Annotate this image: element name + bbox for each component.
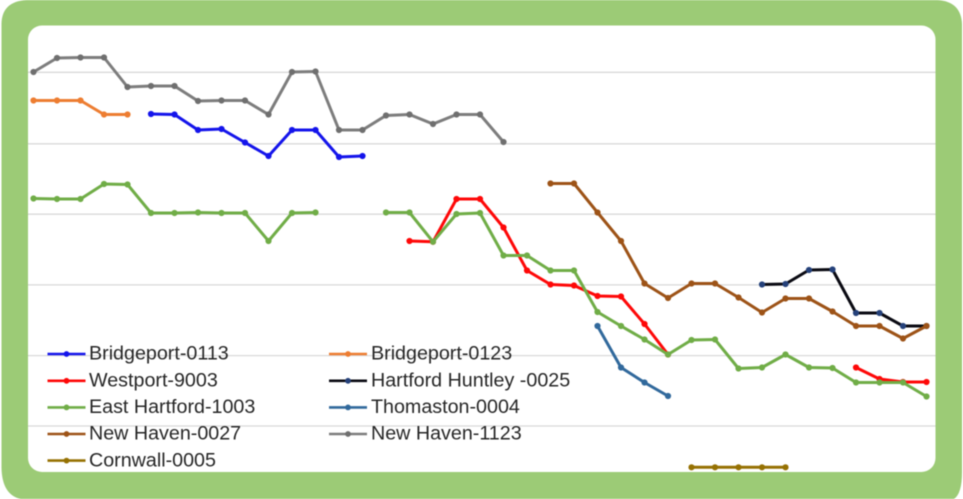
svg-text:Thomaston-0004: Thomaston-0004 [371,396,520,418]
svg-text:East Hartford-1003: East Hartford-1003 [89,396,255,418]
svg-text:Bridgeport-0123: Bridgeport-0123 [371,343,512,365]
svg-text:Hartford Huntley -0025: Hartford Huntley -0025 [371,370,570,392]
svg-text:Bridgeport-0113: Bridgeport-0113 [89,343,229,365]
svg-text:New Haven-0027: New Haven-0027 [89,423,241,445]
svg-text:Westport-9003: Westport-9003 [89,370,218,392]
svg-text:Cornwall-0005: Cornwall-0005 [89,449,216,471]
svg-text:New Haven-1123: New Haven-1123 [371,423,522,445]
